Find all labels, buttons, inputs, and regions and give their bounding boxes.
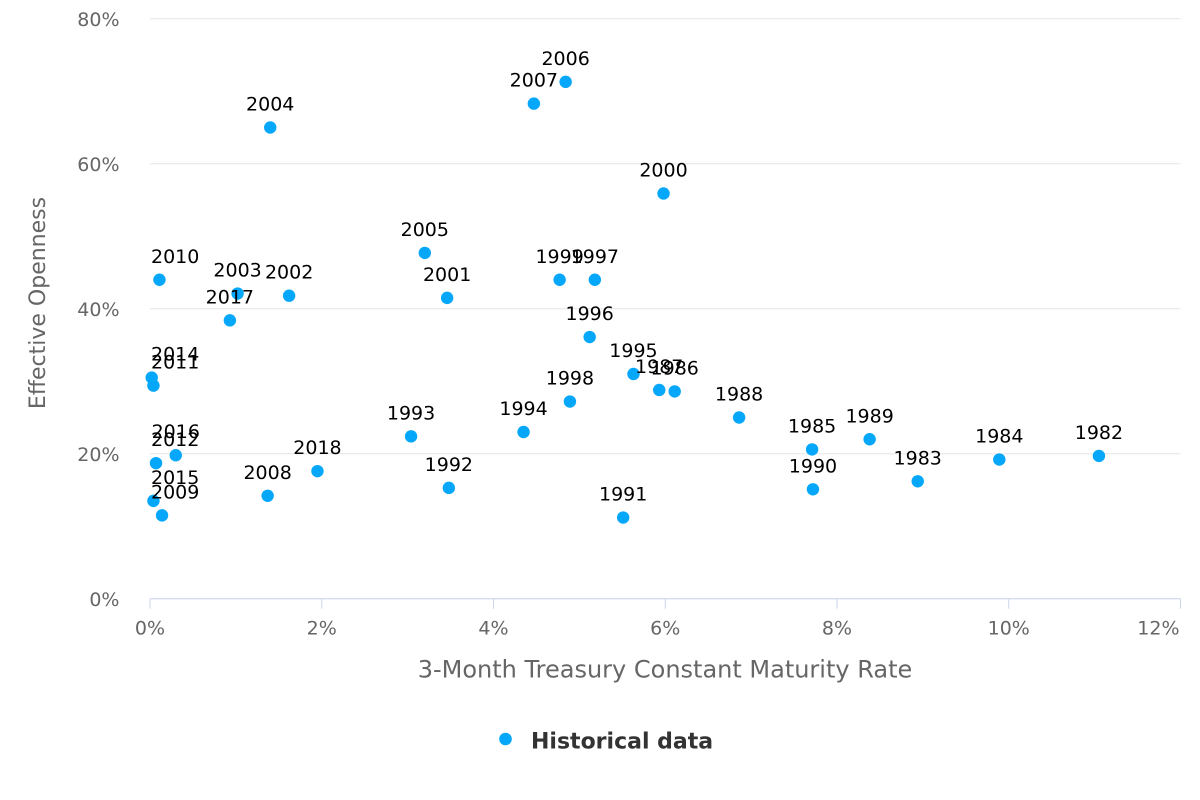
data-point-1993[interactable] <box>404 430 418 443</box>
data-point-1996[interactable] <box>583 330 596 344</box>
point-label-2003: 2003 <box>213 260 261 282</box>
point-label-2006: 2006 <box>541 48 589 70</box>
legend-label[interactable]: Historical data <box>531 730 713 755</box>
data-point-2007[interactable] <box>527 97 541 110</box>
data-point-2015[interactable] <box>147 494 160 508</box>
data-point-1984[interactable] <box>993 453 1006 466</box>
point-label-2005: 2005 <box>401 219 449 241</box>
point-label-1998: 1998 <box>546 368 594 390</box>
point-label-1997: 1997 <box>571 246 619 268</box>
y-tick-label-60%: 60% <box>77 154 119 176</box>
point-label-1990: 1990 <box>789 455 837 477</box>
point-label-2008: 2008 <box>243 462 291 484</box>
point-label-1991: 1991 <box>599 484 647 506</box>
data-point-1982[interactable] <box>1092 449 1106 463</box>
point-label-2002: 2002 <box>265 262 313 284</box>
data-point-2009[interactable] <box>155 509 169 522</box>
legend-marker-circle-icon <box>499 732 512 746</box>
data-point-2012[interactable] <box>149 456 163 470</box>
x-tick-label-4%: 4% <box>478 618 508 640</box>
y-axis-tick-labels: 0% 20% 40% 60% 80% <box>77 9 119 611</box>
data-point-1992[interactable] <box>442 481 456 495</box>
point-label-1994: 1994 <box>499 398 547 420</box>
data-point-2006[interactable] <box>559 75 572 89</box>
point-label-1987: 1987 <box>635 356 683 378</box>
point-label-1986: 1986 <box>651 357 699 379</box>
data-point-2000[interactable] <box>657 187 670 200</box>
y-tick-label-80%: 80% <box>77 9 119 31</box>
data-point-2001[interactable] <box>440 291 454 305</box>
point-label-2009: 2009 <box>151 481 199 503</box>
data-point-1999[interactable] <box>553 273 566 286</box>
point-label-1985: 1985 <box>788 415 836 437</box>
x-tick-label-10%: 10% <box>988 618 1030 640</box>
data-point-1988[interactable] <box>732 411 746 424</box>
data-point-2002[interactable] <box>282 289 296 302</box>
point-label-1999: 1999 <box>535 246 583 268</box>
point-label-2015: 2015 <box>151 467 199 489</box>
point-label-2001: 2001 <box>423 264 471 286</box>
data-point-2017[interactable] <box>223 314 237 327</box>
legend-item-historical-data[interactable]: Historical data <box>499 730 713 755</box>
y-tick-label-20%: 20% <box>77 444 119 466</box>
x-axis-title: 3-Month Treasury Constant Maturity Rate <box>418 656 913 684</box>
data-point-2004[interactable] <box>264 121 277 134</box>
x-tick-label-6%: 6% <box>650 618 680 640</box>
x-tick-label-2%: 2% <box>307 618 337 640</box>
point-label-2016: 2016 <box>152 421 200 443</box>
point-label-1995: 1995 <box>609 340 657 362</box>
gridlines <box>150 18 1181 600</box>
point-label-1983: 1983 <box>894 447 942 469</box>
data-point-1990[interactable] <box>806 483 820 496</box>
x-axis <box>149 598 1181 609</box>
point-label-2004: 2004 <box>246 94 294 116</box>
point-label-1988: 1988 <box>715 384 763 406</box>
point-label-2014: 2014 <box>151 344 199 366</box>
legend: Historical data <box>499 730 713 755</box>
data-point-1989[interactable] <box>863 433 876 446</box>
x-tick-label-8%: 8% <box>822 618 852 640</box>
data-point-1991[interactable] <box>616 511 630 524</box>
data-point-2010[interactable] <box>153 273 166 286</box>
point-label-1984: 1984 <box>975 426 1023 448</box>
data-point-1985[interactable] <box>805 443 819 456</box>
data-point-2005[interactable] <box>418 246 431 260</box>
data-point-2018[interactable] <box>311 464 324 478</box>
y-tick-label-0%: 0% <box>89 589 119 611</box>
y-tick-label-40%: 40% <box>77 299 119 321</box>
data-point-2014[interactable] <box>145 371 158 384</box>
x-tick-label-0%: 0% <box>135 618 165 640</box>
data-point-1983[interactable] <box>911 475 924 488</box>
point-label-1996: 1996 <box>566 303 614 325</box>
data-point-1986[interactable] <box>668 385 681 398</box>
y-axis-title: Effective Openness <box>26 197 51 409</box>
point-label-2011: 2011 <box>151 352 199 374</box>
point-label-2012: 2012 <box>151 429 199 451</box>
point-label-2000: 2000 <box>639 159 687 181</box>
point-label-1982: 1982 <box>1075 422 1123 444</box>
data-points <box>145 75 1106 524</box>
data-point-1987[interactable] <box>653 383 666 397</box>
point-label-2018: 2018 <box>293 437 341 459</box>
x-tick-label-12%: 12% <box>1137 618 1179 640</box>
point-label-2007: 2007 <box>510 70 558 92</box>
data-point-1995[interactable] <box>627 367 640 381</box>
data-point-1998[interactable] <box>563 395 577 408</box>
point-label-2010: 2010 <box>151 246 199 268</box>
x-axis-tick-labels: 0% 2% 4% 6% 8% 10% 12% <box>135 618 1180 640</box>
data-point-2016[interactable] <box>169 449 182 462</box>
point-label-1992: 1992 <box>425 454 473 476</box>
point-label-1993: 1993 <box>387 402 435 424</box>
point-label-2017: 2017 <box>206 286 254 308</box>
data-point-2003[interactable] <box>231 287 244 300</box>
data-point-1997[interactable] <box>588 273 602 286</box>
point-label-1989: 1989 <box>845 405 893 427</box>
data-point-2008[interactable] <box>261 489 274 502</box>
data-point-1994[interactable] <box>517 425 530 439</box>
